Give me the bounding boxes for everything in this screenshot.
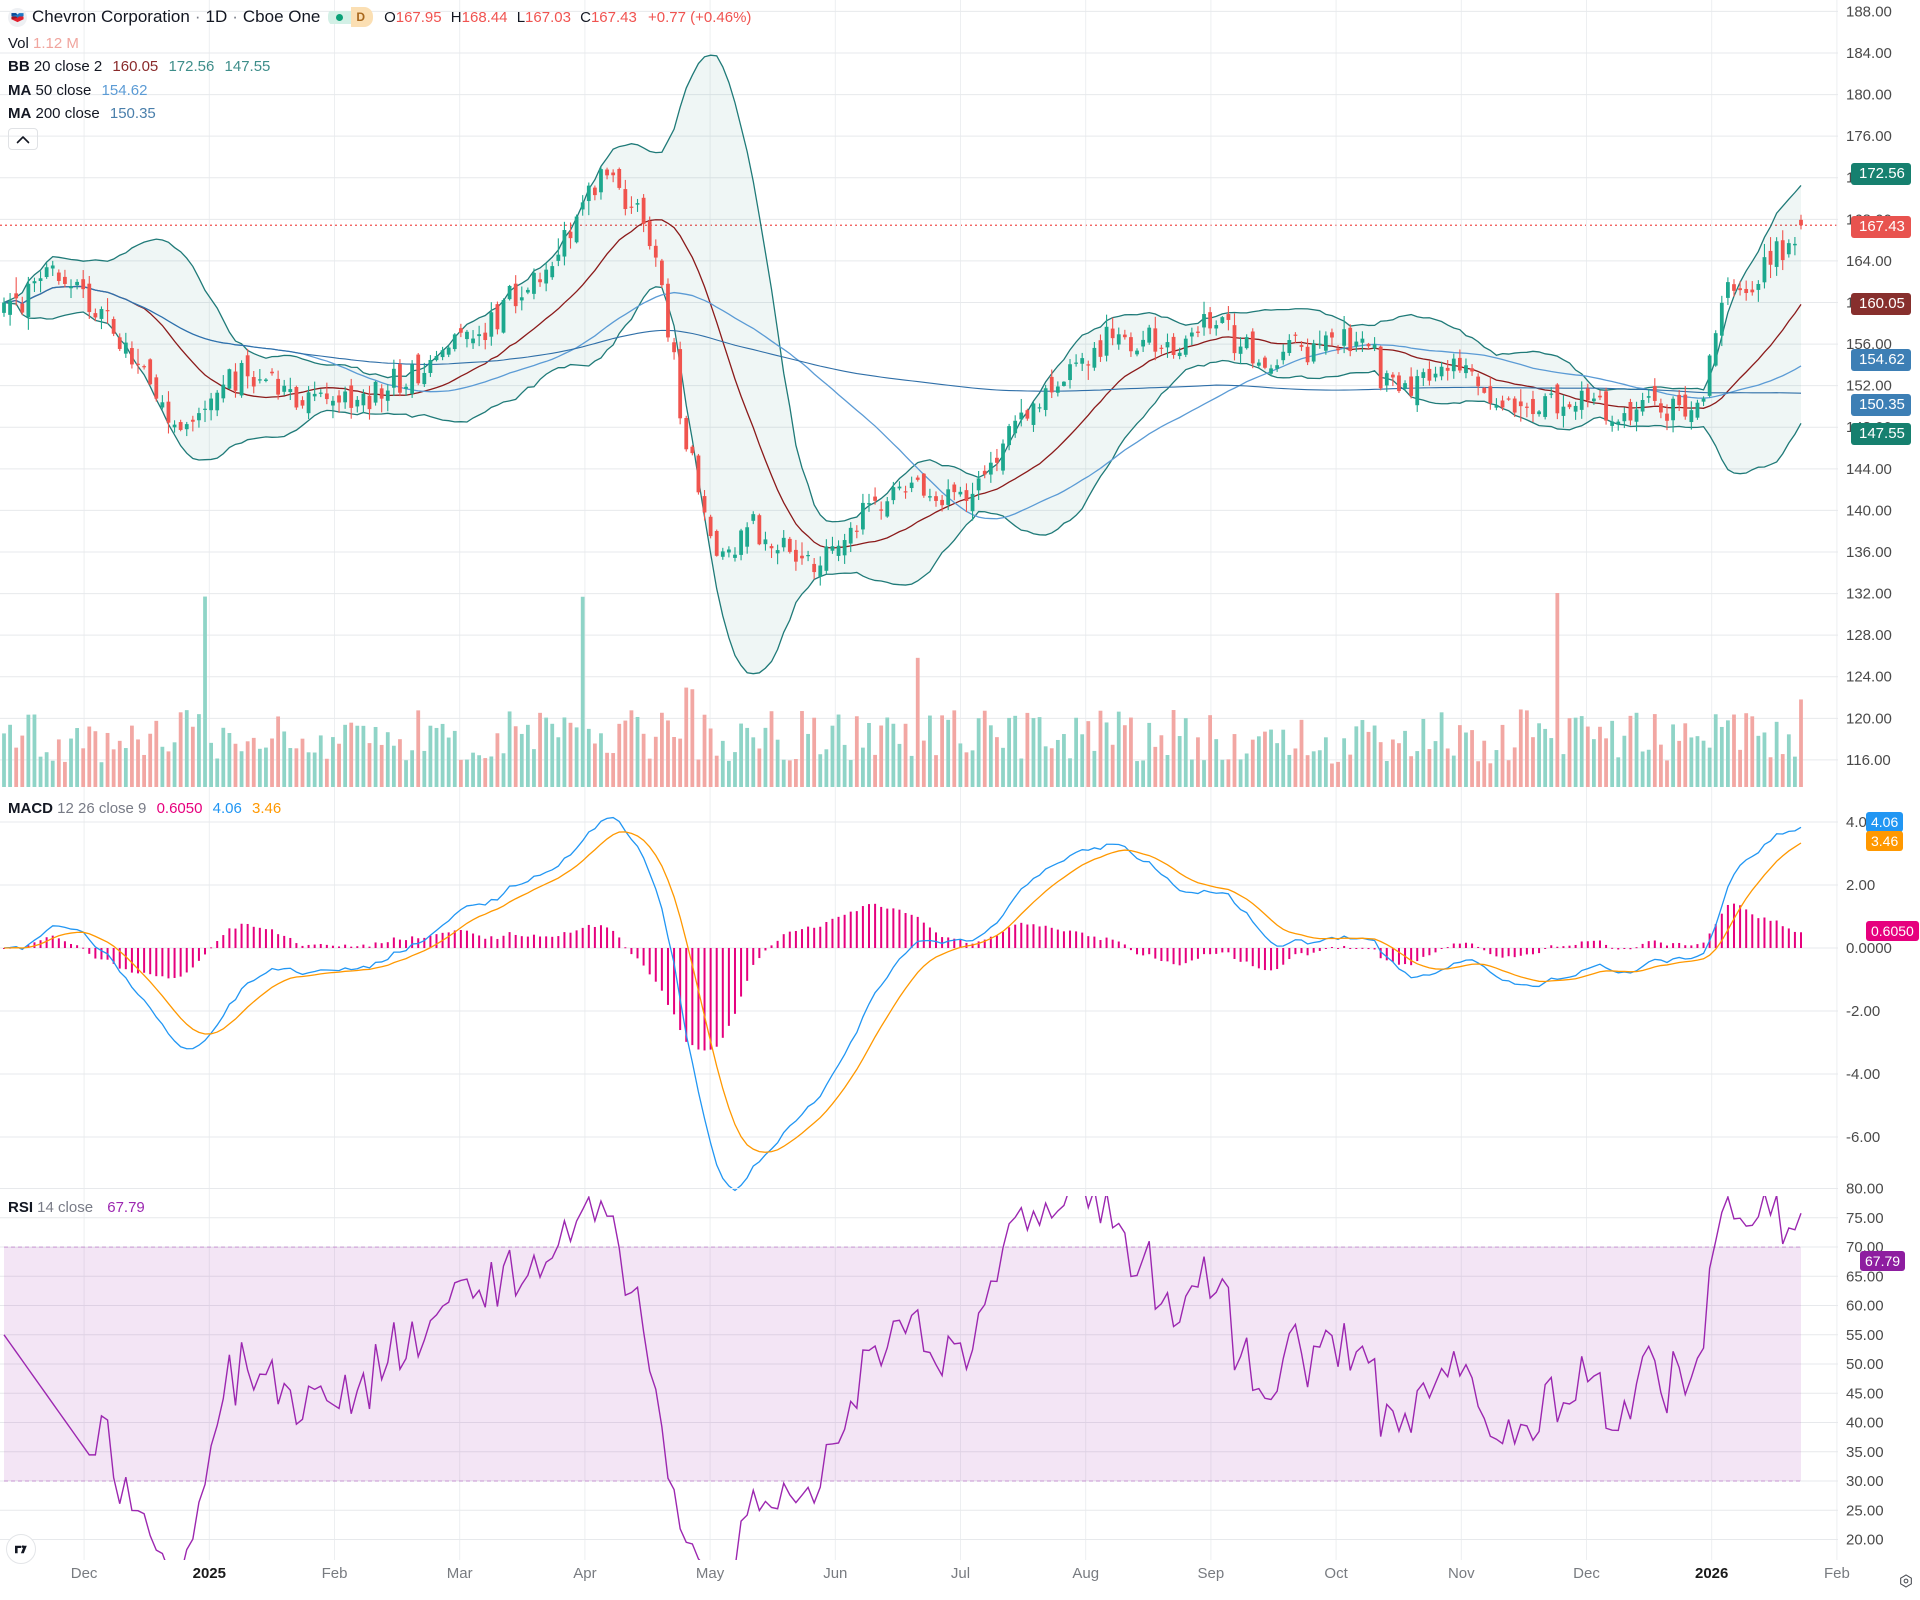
svg-text:20.00: 20.00: [1846, 1532, 1884, 1549]
svg-text:144.00: 144.00: [1846, 461, 1892, 478]
svg-text:45.00: 45.00: [1846, 1385, 1884, 1402]
svg-text:-2.00: -2.00: [1846, 1003, 1880, 1020]
svg-text:128.00: 128.00: [1846, 627, 1892, 644]
svg-text:-4.00: -4.00: [1846, 1066, 1880, 1083]
svg-text:Dec: Dec: [1573, 1565, 1600, 1582]
svg-text:-6.00: -6.00: [1846, 1129, 1880, 1146]
svg-text:132.00: 132.00: [1846, 586, 1892, 603]
svg-text:124.00: 124.00: [1846, 669, 1892, 686]
svg-text:30.00: 30.00: [1846, 1473, 1884, 1490]
svg-text:Nov: Nov: [1448, 1565, 1475, 1582]
svg-text:136.00: 136.00: [1846, 544, 1892, 561]
svg-text:50.00: 50.00: [1846, 1356, 1884, 1373]
svg-text:2026: 2026: [1695, 1565, 1728, 1582]
svg-text:60.00: 60.00: [1846, 1298, 1884, 1315]
svg-text:May: May: [696, 1565, 725, 1582]
svg-text:Feb: Feb: [322, 1565, 348, 1582]
svg-text:Feb: Feb: [1824, 1565, 1850, 1582]
svg-text:Aug: Aug: [1072, 1565, 1099, 1582]
svg-text:Apr: Apr: [573, 1565, 596, 1582]
svg-text:2025: 2025: [193, 1565, 226, 1582]
svg-text:40.00: 40.00: [1846, 1415, 1884, 1432]
svg-text:120.00: 120.00: [1846, 710, 1892, 727]
svg-text:Dec: Dec: [71, 1565, 98, 1582]
svg-text:Mar: Mar: [447, 1565, 473, 1582]
svg-text:116.00: 116.00: [1846, 752, 1891, 769]
svg-text:152.00: 152.00: [1846, 378, 1892, 395]
svg-text:0.0000: 0.0000: [1846, 940, 1892, 957]
svg-text:Oct: Oct: [1324, 1565, 1348, 1582]
svg-text:Jul: Jul: [951, 1565, 970, 1582]
svg-text:176.00: 176.00: [1846, 128, 1892, 145]
svg-text:Jun: Jun: [823, 1565, 847, 1582]
svg-text:25.00: 25.00: [1846, 1502, 1884, 1519]
svg-text:80.00: 80.00: [1846, 1181, 1884, 1198]
svg-text:140.00: 140.00: [1846, 502, 1892, 519]
svg-text:55.00: 55.00: [1846, 1327, 1884, 1344]
svg-text:35.00: 35.00: [1846, 1444, 1884, 1461]
svg-text:164.00: 164.00: [1846, 253, 1892, 270]
svg-text:2.00: 2.00: [1846, 877, 1875, 894]
svg-text:Sep: Sep: [1198, 1565, 1225, 1582]
